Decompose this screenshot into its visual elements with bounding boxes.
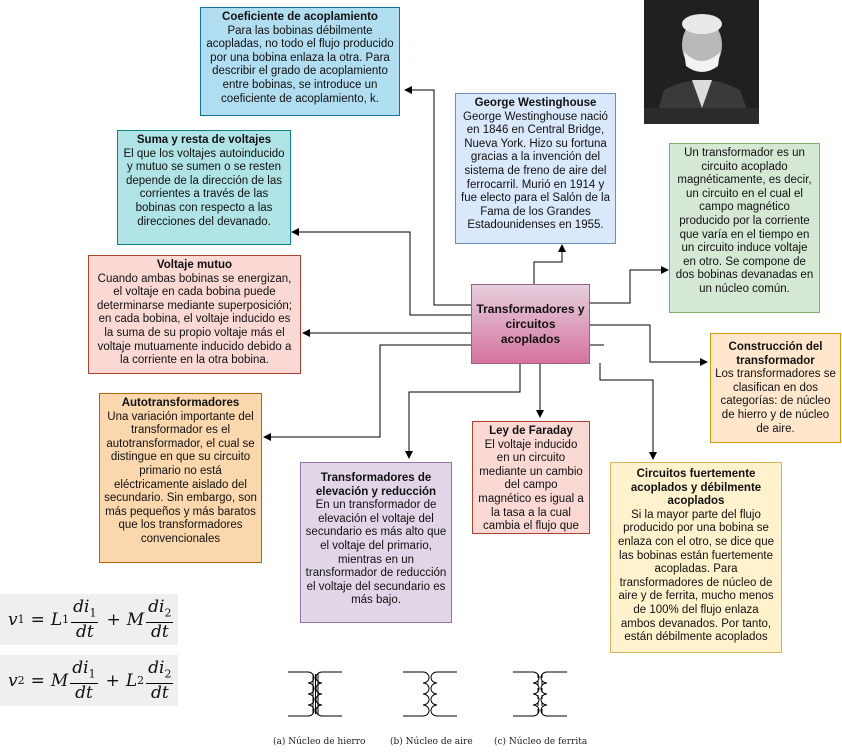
connector-westinghouse	[533, 244, 566, 285]
node-body: Una variación importante del transformad…	[104, 410, 257, 545]
eq-num-sub: 2	[164, 667, 172, 681]
eq-lhs-sub: 1	[17, 613, 25, 626]
eq-num: di	[73, 596, 90, 617]
eq-num-sub: 2	[164, 606, 172, 620]
eq-fraction: di1 dt	[70, 657, 98, 704]
node-body: Cuando ambas bobinas se energizan, el vo…	[97, 272, 292, 367]
node-fuertes[interactable]: Circuitos fuertemente acoplados y débilm…	[610, 462, 782, 653]
node-body: Si la mayor parte del flujo producido po…	[618, 508, 774, 644]
eq-den: dt	[75, 683, 93, 704]
node-title: Construcción del transformador	[728, 341, 823, 367]
caption-ferrite-core: (c) Núcleo de ferrita	[494, 737, 588, 747]
node-title: Suma y resta de voltajes	[136, 134, 272, 146]
eq-lhs: v	[8, 670, 18, 691]
ferrite-core-transformer-icon	[513, 671, 567, 717]
node-title: Circuitos fuertemente acoplados y débilm…	[630, 468, 762, 508]
eq-lhs: v	[8, 609, 18, 630]
node-body: Para las bobinas débilmente acopladas, n…	[206, 24, 394, 105]
eq-plus: +	[106, 609, 121, 630]
node-title: Ley de Faraday	[489, 425, 573, 437]
eq-num-sub: 1	[89, 606, 97, 620]
connector-fuertes	[599, 363, 657, 460]
node-body: Un transformador es un circuito acoplado…	[675, 147, 814, 295]
eq-num-sub: 1	[88, 667, 96, 681]
eq-den: dt	[75, 622, 94, 643]
eq-fraction: di2 dt	[146, 596, 174, 643]
air-core-transformer-icon	[403, 671, 457, 717]
eq-plus: +	[105, 670, 120, 691]
caption-air-core: (b) Núcleo de aire	[390, 737, 473, 747]
eq-coef-sub: 1	[62, 613, 70, 626]
iron-core-transformer-icon	[288, 671, 342, 717]
connector-suma	[291, 228, 474, 316]
portrait-photo	[644, 0, 759, 124]
connector-definicion	[590, 266, 669, 304]
eq-num: di	[148, 596, 165, 617]
eq-lhs-sub: 2	[17, 674, 25, 687]
transformer-symbols	[288, 671, 567, 717]
eq-coef: M	[126, 609, 145, 630]
eq-fraction: di1 dt	[71, 596, 99, 643]
node-auto[interactable]: Autotransformadores Una variación import…	[99, 393, 262, 563]
node-body: En un transformador de elevación el volt…	[305, 499, 447, 607]
eq-coef-sub: 2	[137, 674, 145, 687]
node-title: Coeficiente de acoplamiento	[222, 11, 378, 23]
node-title: George Westinghouse	[474, 97, 597, 109]
eq-fraction: di2 dt	[146, 657, 174, 704]
central-topic[interactable]: Transformadores y circuitos acoplados	[471, 284, 590, 364]
node-title: Autotransformadores	[121, 397, 240, 409]
node-definicion[interactable]: Un transformador es un circuito acoplado…	[669, 143, 820, 313]
eq-den: dt	[150, 622, 169, 643]
node-elevacion[interactable]: Transformadores de elevación y reducción…	[300, 462, 452, 623]
connector-construccion	[590, 324, 708, 366]
node-faraday[interactable]: Ley de Faraday El voltaje inducido en un…	[472, 421, 590, 534]
node-body: Los transformadores se clasifican en dos…	[715, 368, 836, 435]
node-coeficiente[interactable]: Coeficiente de acoplamiento Para las bob…	[200, 7, 400, 116]
connector-coeficiente	[404, 86, 474, 306]
node-construccion[interactable]: Construcción del transformador Los trans…	[710, 333, 841, 443]
node-suma[interactable]: Suma y resta de voltajes El que los volt…	[117, 130, 291, 245]
node-body: George Westinghouse nació en 1846 en Cen…	[461, 110, 610, 232]
node-mutuo[interactable]: Voltaje mutuo Cuando ambas bobinas se en…	[88, 255, 301, 374]
caption-iron-core: (a) Núcleo de hierro	[273, 737, 366, 747]
node-body: El voltaje inducido en un circuito media…	[478, 438, 584, 533]
connector-auto	[263, 344, 474, 441]
central-topic-title: Transformadores y circuitos acoplados	[476, 301, 585, 346]
eq-num: di	[148, 657, 165, 678]
node-title: Transformadores de elevación y reducción	[315, 472, 437, 498]
eq-coef: M	[50, 670, 69, 691]
node-body: El que los voltajes autoinducido y mutuo…	[123, 147, 285, 228]
eq-equals: =	[30, 609, 45, 630]
connector-elevacion	[405, 363, 521, 459]
eq-num: di	[72, 657, 89, 678]
node-title: Voltaje mutuo	[156, 259, 233, 271]
node-westinghouse[interactable]: George Westinghouse George Westinghouse …	[455, 93, 616, 244]
eq-coef: L	[50, 609, 63, 630]
eq-equals: =	[30, 670, 45, 691]
eq-den: dt	[150, 683, 169, 704]
eq-coef: L	[125, 670, 138, 691]
